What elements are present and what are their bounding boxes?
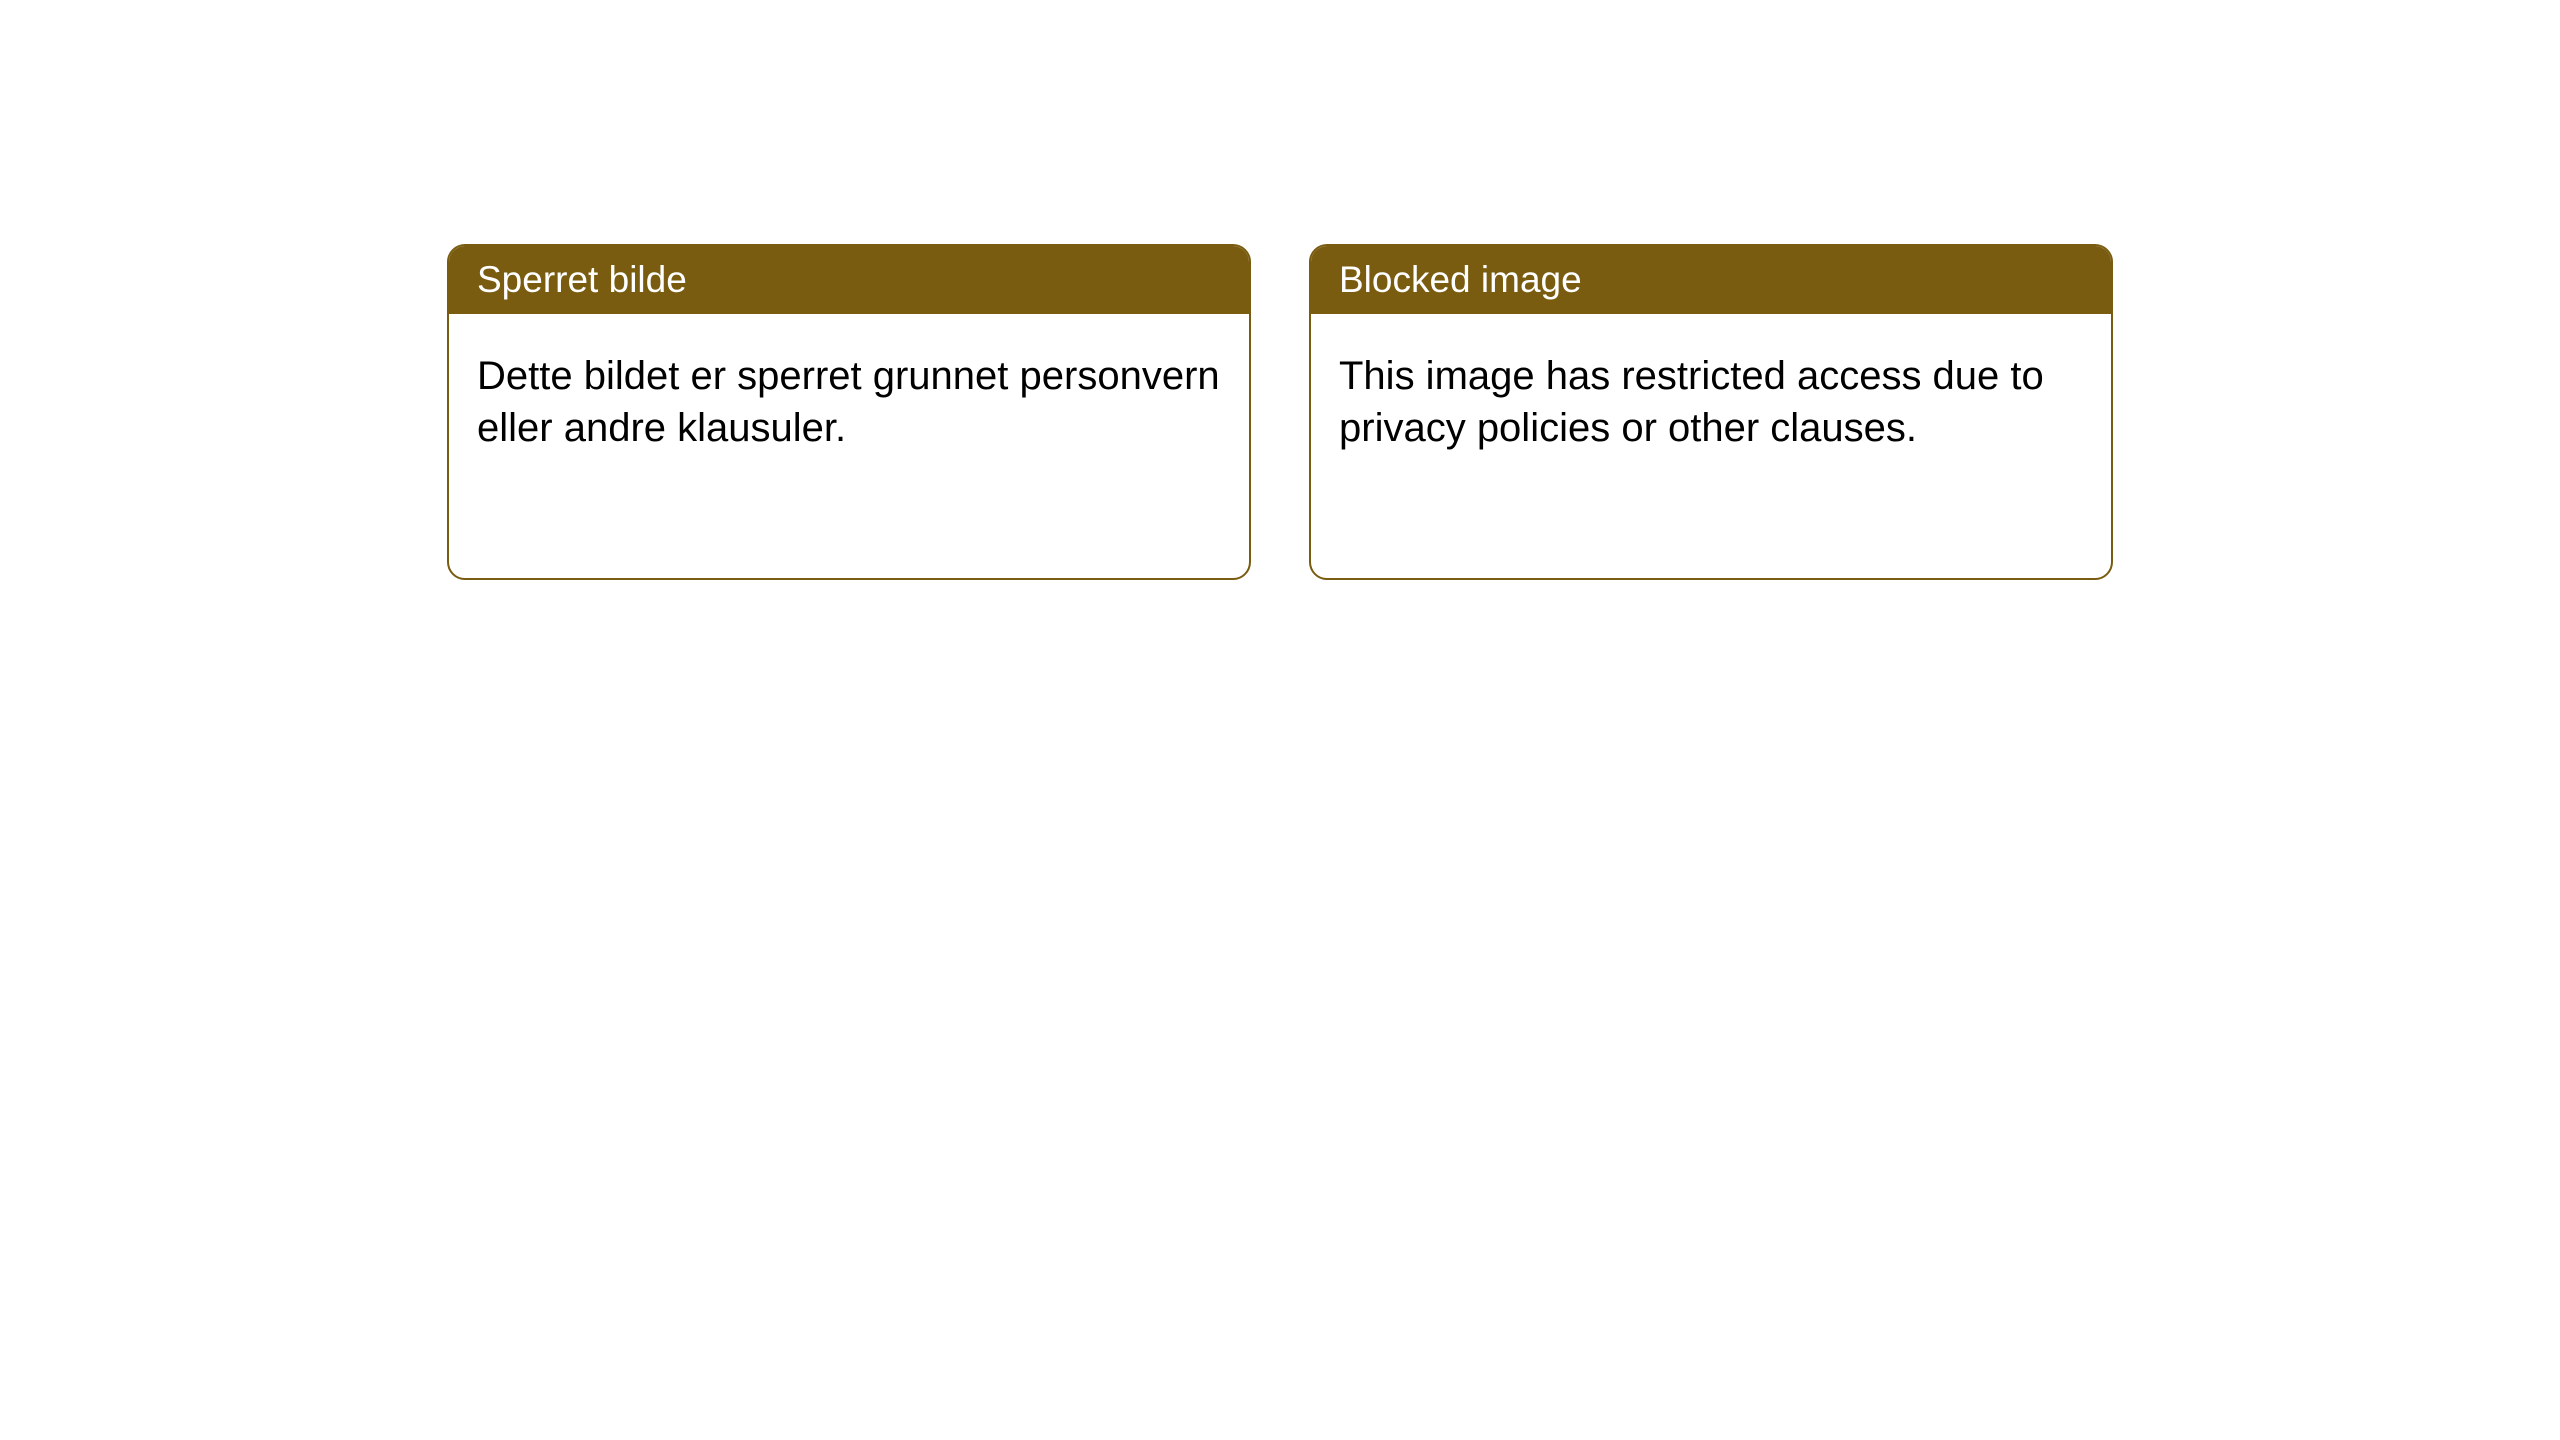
notice-message: This image has restricted access due to …	[1339, 354, 2044, 450]
notice-card-english: Blocked image This image has restricted …	[1309, 244, 2113, 580]
notice-container: Sperret bilde Dette bildet er sperret gr…	[447, 244, 2113, 580]
notice-header: Sperret bilde	[449, 246, 1249, 314]
notice-header: Blocked image	[1311, 246, 2111, 314]
notice-title: Sperret bilde	[477, 259, 687, 300]
notice-body: Dette bildet er sperret grunnet personve…	[449, 314, 1249, 490]
notice-card-norwegian: Sperret bilde Dette bildet er sperret gr…	[447, 244, 1251, 580]
notice-title: Blocked image	[1339, 259, 1582, 300]
notice-message: Dette bildet er sperret grunnet personve…	[477, 354, 1220, 450]
notice-body: This image has restricted access due to …	[1311, 314, 2111, 490]
